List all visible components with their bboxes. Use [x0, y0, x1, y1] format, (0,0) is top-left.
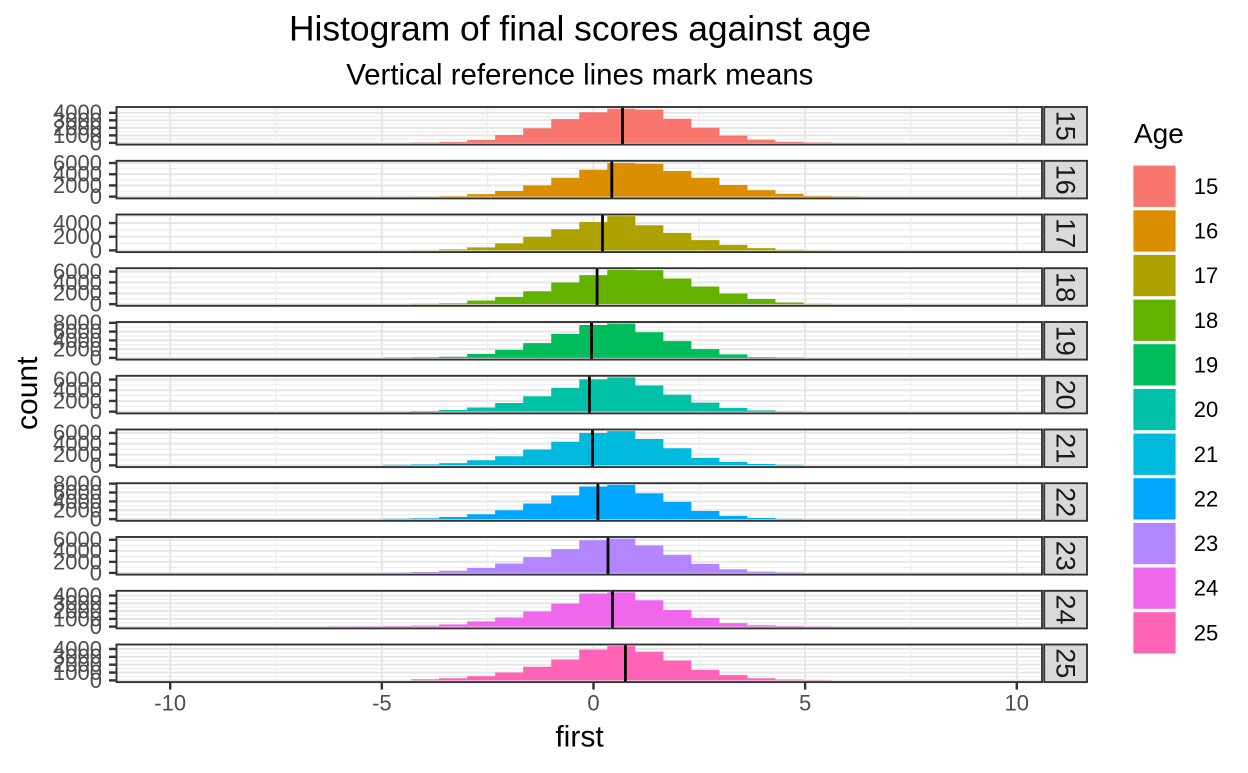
svg-text:1000: 1000 — [53, 606, 102, 631]
svg-text:0: 0 — [90, 292, 102, 317]
svg-text:count: count — [11, 356, 44, 430]
svg-text:6000: 6000 — [53, 527, 102, 552]
svg-text:0: 0 — [90, 614, 102, 639]
svg-text:15: 15 — [1050, 111, 1080, 141]
svg-text:24: 24 — [1050, 594, 1080, 624]
svg-text:4000: 4000 — [53, 162, 102, 187]
svg-text:4000: 4000 — [53, 378, 102, 403]
svg-text:17: 17 — [1050, 218, 1080, 248]
svg-text:8000: 8000 — [53, 310, 102, 335]
svg-text:8000: 8000 — [53, 471, 102, 496]
svg-text:15: 15 — [1194, 174, 1218, 199]
svg-text:4000: 4000 — [53, 100, 102, 125]
svg-text:16: 16 — [1194, 219, 1218, 244]
svg-text:Age: Age — [1134, 118, 1184, 149]
svg-text:6000: 6000 — [53, 319, 102, 344]
svg-text:Histogram of final scores agai: Histogram of final scores against age — [289, 8, 871, 48]
svg-text:1000: 1000 — [53, 123, 102, 148]
svg-text:Vertical reference lines mark: Vertical reference lines mark means — [346, 58, 813, 91]
svg-text:17: 17 — [1194, 263, 1218, 288]
svg-text:6000: 6000 — [53, 150, 102, 175]
svg-text:2000: 2000 — [53, 173, 102, 198]
svg-text:-5: -5 — [372, 691, 392, 716]
svg-text:6000: 6000 — [53, 367, 102, 392]
svg-text:0: 0 — [90, 399, 102, 424]
svg-text:-10: -10 — [154, 691, 186, 716]
svg-text:22: 22 — [1050, 487, 1080, 517]
svg-text:2000: 2000 — [53, 498, 102, 523]
svg-text:23: 23 — [1050, 541, 1080, 571]
svg-text:0: 0 — [587, 691, 599, 716]
svg-text:1000: 1000 — [53, 660, 102, 685]
svg-text:3000: 3000 — [53, 644, 102, 669]
svg-text:2000: 2000 — [53, 115, 102, 140]
svg-text:4000: 4000 — [53, 431, 102, 456]
svg-text:2000: 2000 — [53, 549, 102, 574]
svg-text:2000: 2000 — [53, 599, 102, 624]
svg-text:0: 0 — [90, 345, 102, 370]
svg-text:4000: 4000 — [53, 210, 102, 235]
svg-text:4000: 4000 — [53, 636, 102, 661]
svg-text:0: 0 — [90, 130, 102, 155]
svg-text:6000: 6000 — [53, 420, 102, 445]
svg-text:2000: 2000 — [53, 388, 102, 413]
svg-text:2000: 2000 — [53, 281, 102, 306]
svg-text:19: 19 — [1050, 326, 1080, 356]
svg-text:0: 0 — [90, 560, 102, 585]
svg-text:18: 18 — [1050, 272, 1080, 302]
svg-text:21: 21 — [1050, 433, 1080, 463]
svg-text:2000: 2000 — [53, 442, 102, 467]
svg-text:19: 19 — [1194, 352, 1218, 377]
svg-text:0: 0 — [90, 184, 102, 209]
svg-text:0: 0 — [90, 453, 102, 478]
svg-text:25: 25 — [1194, 620, 1218, 645]
svg-text:10: 10 — [1005, 691, 1029, 716]
svg-text:23: 23 — [1194, 531, 1218, 556]
svg-text:24: 24 — [1194, 576, 1218, 601]
svg-text:2000: 2000 — [53, 337, 102, 362]
svg-text:4000: 4000 — [53, 583, 102, 608]
svg-text:0: 0 — [90, 238, 102, 263]
svg-text:0: 0 — [90, 507, 102, 532]
svg-text:16: 16 — [1050, 165, 1080, 195]
svg-text:first: first — [555, 721, 604, 754]
svg-text:2000: 2000 — [53, 652, 102, 677]
svg-text:3000: 3000 — [53, 591, 102, 616]
svg-text:21: 21 — [1194, 442, 1218, 467]
svg-text:0: 0 — [90, 668, 102, 693]
svg-text:4000: 4000 — [53, 538, 102, 563]
svg-text:22: 22 — [1194, 486, 1218, 511]
svg-text:5: 5 — [799, 691, 811, 716]
svg-text:4000: 4000 — [53, 270, 102, 295]
svg-text:6000: 6000 — [53, 259, 102, 284]
svg-text:4000: 4000 — [53, 328, 102, 353]
svg-text:2000: 2000 — [53, 224, 102, 249]
svg-text:18: 18 — [1194, 308, 1218, 333]
svg-text:6000: 6000 — [53, 480, 102, 505]
svg-text:20: 20 — [1050, 380, 1080, 410]
svg-text:20: 20 — [1194, 397, 1218, 422]
svg-text:25: 25 — [1050, 648, 1080, 678]
svg-text:3000: 3000 — [53, 108, 102, 133]
svg-text:4000: 4000 — [53, 489, 102, 514]
